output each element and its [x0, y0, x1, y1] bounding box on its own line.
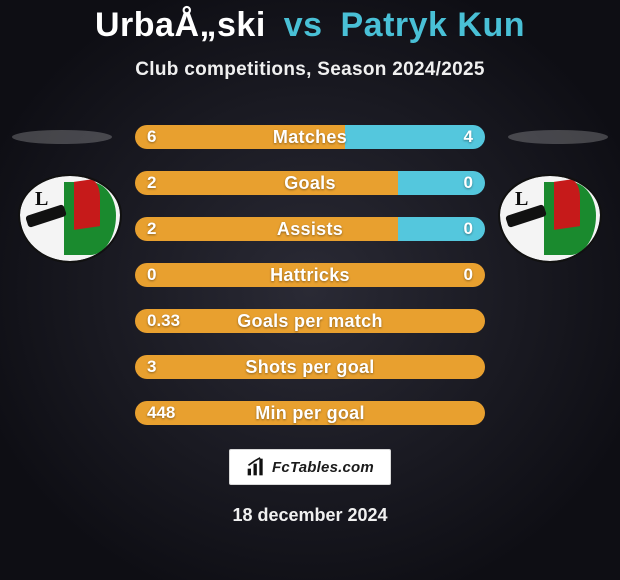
team-crest-right: L — [500, 176, 600, 261]
stat-value-right: 4 — [464, 125, 473, 149]
stat-row: Goals per match0.33 — [135, 309, 485, 333]
stat-label: Goals — [135, 171, 485, 195]
crest-left-shadow — [12, 130, 112, 144]
stat-value-left: 6 — [147, 125, 156, 149]
shield-icon: L — [500, 176, 600, 261]
stat-value-right: 0 — [464, 171, 473, 195]
comparison-title: UrbaÅ„ski vs Patryk Kun — [0, 0, 620, 45]
stat-label: Min per goal — [135, 401, 485, 425]
player1-name: UrbaÅ„ski — [95, 6, 266, 44]
footer-logo-text: FcTables.com — [272, 459, 374, 476]
stat-value-right: 0 — [464, 263, 473, 287]
stat-label: Assists — [135, 217, 485, 241]
stat-row: Shots per goal3 — [135, 355, 485, 379]
stats-container: Matches64Goals20Assists20Hattricks00Goal… — [135, 125, 485, 425]
stat-value-left: 0 — [147, 263, 156, 287]
stat-value-left: 0.33 — [147, 309, 180, 333]
stat-row: Matches6 4 — [135, 125, 485, 149]
stat-row: Assists2 0 — [135, 217, 485, 241]
stat-value-left: 3 — [147, 355, 156, 379]
shield-icon: L — [20, 176, 120, 261]
chart-icon — [246, 457, 266, 477]
stat-label: Matches — [135, 125, 485, 149]
stat-row: Min per goal448 — [135, 401, 485, 425]
footer-logo: FcTables.com — [229, 449, 391, 485]
season-subtitle: Club competitions, Season 2024/2025 — [0, 59, 620, 81]
team-crest-left: L — [20, 176, 120, 261]
stat-value-left: 448 — [147, 401, 175, 425]
stat-label: Shots per goal — [135, 355, 485, 379]
date-label: 18 december 2024 — [0, 505, 620, 526]
player2-name: Patryk Kun — [341, 6, 526, 44]
stat-label: Goals per match — [135, 309, 485, 333]
crest-right-shadow — [508, 130, 608, 144]
vs-label: vs — [284, 6, 323, 44]
stat-value-left: 2 — [147, 217, 156, 241]
stat-row: Hattricks0 0 — [135, 263, 485, 287]
stat-row: Goals2 0 — [135, 171, 485, 195]
stat-value-right: 0 — [464, 217, 473, 241]
stat-value-left: 2 — [147, 171, 156, 195]
stat-label: Hattricks — [135, 263, 485, 287]
